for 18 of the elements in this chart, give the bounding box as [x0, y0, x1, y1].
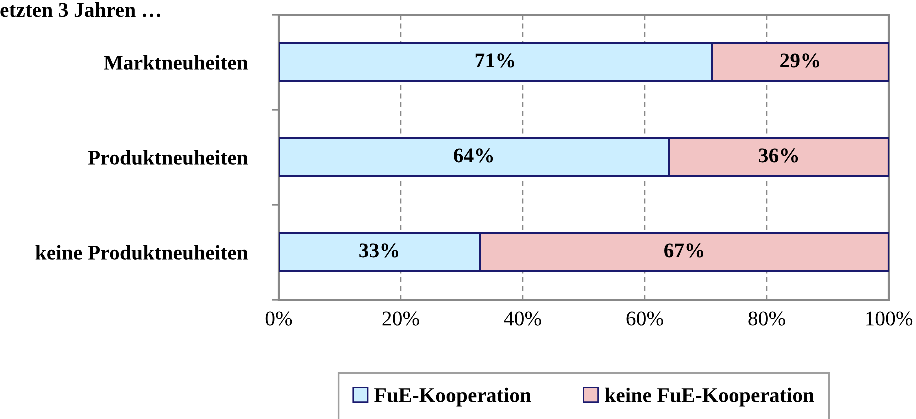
legend-label: FuE-Kooperation — [374, 388, 532, 407]
data-label: 71% — [476, 54, 514, 68]
x-tick-label: 100% — [866, 312, 913, 326]
y-tick-label: keine Produktneuheiten — [36, 245, 248, 260]
text: etzten 3 Jahren … — [0, 2, 161, 18]
legend-label: keine FuE-Kooperation — [605, 388, 814, 407]
y-tick-label: Marktneuheiten — [104, 55, 248, 70]
x-tick-label: 80% — [748, 312, 786, 326]
data-label: 64% — [454, 148, 494, 163]
data-label: 29% — [780, 54, 820, 68]
x-tick-label: 20% — [382, 312, 420, 326]
x-tick-label: 40% — [504, 312, 542, 326]
data-label: 33% — [360, 244, 399, 258]
data-label: 67% — [664, 244, 704, 258]
x-tick-label: 60% — [626, 312, 664, 326]
x-tick-label: 0% — [266, 312, 292, 326]
y-tick-label: Produktneuheiten — [88, 150, 248, 165]
data-label: 36% — [759, 148, 798, 163]
